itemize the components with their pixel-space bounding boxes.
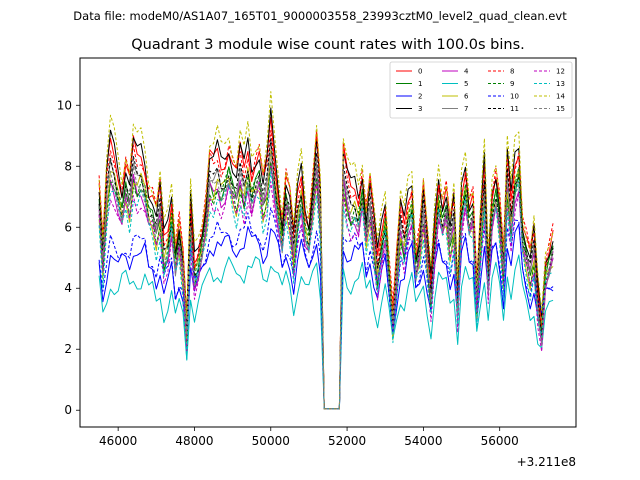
legend-label-6: 6 (464, 93, 469, 101)
legend-label-15: 15 (556, 105, 565, 113)
x-tick-label: 48000 (175, 434, 213, 448)
y-tick-label: 0 (64, 403, 72, 417)
legend-label-10: 10 (510, 93, 519, 101)
legend-frame (389, 61, 573, 119)
legend-label-5: 5 (464, 80, 468, 88)
legend-label-8: 8 (510, 68, 514, 76)
legend-label-14: 14 (556, 93, 565, 101)
x-tick-label: 56000 (481, 434, 519, 448)
legend-label-11: 11 (510, 105, 519, 113)
x-tick-label: 50000 (252, 434, 290, 448)
x-axis: 46000 48000 50000 52000 54000 56000 (99, 427, 519, 448)
y-tick-label: 10 (57, 98, 72, 112)
legend-label-0: 0 (418, 68, 422, 76)
y-tick-label: 4 (64, 281, 72, 295)
legend-label-1: 1 (418, 80, 422, 88)
plot-frame (79, 57, 577, 428)
series-line-15 (98, 152, 554, 410)
chart-title: Quadrant 3 module wise count rates with … (131, 37, 525, 53)
legend-label-9: 9 (510, 80, 514, 88)
x-tick-label: 52000 (328, 434, 366, 448)
series-layer (98, 91, 554, 410)
legend-label-4: 4 (464, 68, 469, 76)
y-tick-label: 2 (64, 342, 72, 356)
x-offset-label: +3.211e8 (517, 455, 576, 469)
x-tick-label: 46000 (99, 434, 137, 448)
y-tick-label: 8 (64, 159, 72, 173)
y-tick-label: 6 (64, 220, 72, 234)
legend-label-2: 2 (418, 93, 422, 101)
legend-label-12: 12 (556, 68, 565, 76)
x-tick-label: 54000 (404, 434, 442, 448)
legend-label-13: 13 (556, 80, 565, 88)
chart-suptitle: Data file: modeM0/AS1A07_165T01_90000035… (73, 9, 567, 23)
legend-label-3: 3 (418, 105, 422, 113)
y-axis: 0 2 4 6 8 10 (57, 98, 80, 417)
legend-label-7: 7 (464, 105, 468, 113)
